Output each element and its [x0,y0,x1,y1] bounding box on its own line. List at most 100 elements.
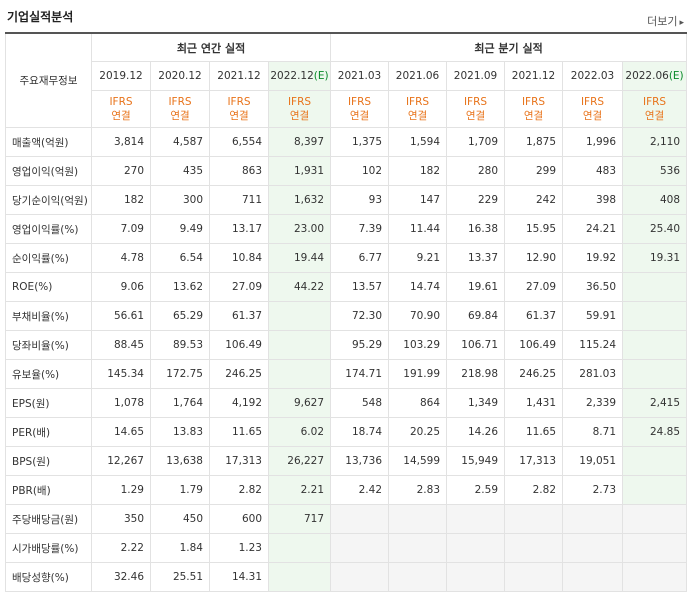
table-cell: 1.84 [150,533,210,563]
row-label: BPS(원) [5,446,92,476]
table-cell [562,533,624,563]
ifrs-label: IFRS [521,96,546,108]
more-link[interactable]: 더보기 ▸ [647,13,684,29]
section-title: 기업실적분석 [7,10,74,24]
table-cell [622,504,688,534]
table-cell: 2.83 [388,475,448,505]
table-cell: 6.77 [330,243,390,273]
ifrs-header: IFRS 연결 [622,90,688,128]
table-cell [388,504,448,534]
table-cell: 106.71 [446,330,506,360]
period-header: 2021.03 [330,61,390,91]
estimate-mark: (E) [668,70,684,82]
table-cell: 25.40 [622,214,688,244]
table-row: PBR(배) 1.29 1.79 2.82 2.21 2.42 2.83 2.59 2.82 2.… [5,475,688,505]
table-cell: 548 [330,388,390,418]
more-label: 더보기 [647,15,678,28]
table-cell: 70.90 [388,301,448,331]
table-cell: 435 [150,156,210,186]
consolidated-label: 연결 [349,110,370,122]
table-cell: 19.44 [267,243,332,273]
table-cell [622,359,688,389]
consolidated-label: 연결 [111,110,131,122]
table-cell: 14,599 [388,446,448,476]
table-cell: 44.22 [267,272,332,302]
period-label: 2022.03 [570,70,615,82]
table-cell: 25.51 [150,562,210,592]
table-cell: 26,227 [267,446,332,476]
table-cell: 299 [504,156,564,186]
period-label: 2021.03 [337,70,382,82]
table-cell: 8,397 [267,127,332,157]
table-cell: 19.61 [446,272,506,302]
table-cell: 218.98 [446,359,506,389]
table-cell: 6.54 [150,243,210,273]
table-cell: 1,632 [267,185,332,215]
row-label: ROE(%) [5,272,92,302]
row-label: 부채비율(%) [5,301,92,331]
table-row: 당좌비율(%) 88.45 89.53 106.49 95.29 103.29 106.71… [5,330,688,360]
ifrs-header: IFRS 연결 [446,90,506,128]
table-cell: 17,313 [504,446,564,476]
table-cell [562,504,624,534]
table-cell: 350 [91,504,151,534]
period-label: 2020.12 [158,70,202,82]
ifrs-header: IFRS 연결 [91,90,151,128]
table-cell: 115.24 [562,330,624,360]
table-cell: 1.23 [209,533,269,563]
table-cell: 7.39 [330,214,390,244]
table-cell: 106.49 [209,330,269,360]
table-cell: 95.29 [330,330,390,360]
table-cell: 711 [209,185,269,215]
table-cell: 172.75 [150,359,210,389]
table-cell: 4.78 [91,243,151,273]
table-cell: 12,267 [91,446,151,476]
table-cell [267,330,332,360]
table-row: 당기순이익(억원) 182 300 711 1,632 93 147 229 242 398 408 [5,185,688,215]
table-cell [330,533,390,563]
table-cell: 145.34 [91,359,151,389]
table-cell: 3,814 [91,127,151,157]
table-cell: 536 [622,156,688,186]
table-row: ROE(%) 9.06 13.62 27.09 44.22 13.57 14.74 19.61… [5,272,688,302]
row-label: PER(배) [5,417,92,447]
table-cell: 106.49 [504,330,564,360]
table-cell: 1,349 [446,388,506,418]
table-cell: 2,339 [562,388,624,418]
ifrs-header: IFRS 연결 [388,90,448,128]
ifrs-header: IFRS 연결 [562,90,624,128]
table-cell: 4,192 [209,388,269,418]
table-cell [622,533,688,563]
table-cell: 69.84 [446,301,506,331]
table-cell: 72.30 [330,301,390,331]
table-cell: 242 [504,185,564,215]
period-label: 2021.12 [511,70,556,82]
table-cell: 281.03 [562,359,624,389]
period-label: 2022.06 [625,70,669,82]
table-cell: 2.73 [562,475,624,505]
table-cell: 2.22 [91,533,151,563]
ifrs-label: IFRS [347,96,372,108]
table-cell: 15,949 [446,446,506,476]
table-cell: 1,594 [388,127,448,157]
table-cell: 174.71 [330,359,390,389]
table-cell: 717 [267,504,332,534]
table-cell: 13,736 [330,446,390,476]
table-cell [446,562,506,592]
table-cell [504,562,564,592]
period-header: 2020.12 [150,61,210,91]
table-cell: 6.02 [267,417,332,447]
table-cell: 11.65 [504,417,564,447]
ifrs-label: IFRS [109,96,133,108]
table-cell: 61.37 [209,301,269,331]
table-cell: 32.46 [91,562,151,592]
table-cell: 2.82 [504,475,564,505]
table-cell [622,475,688,505]
table-cell: 11.44 [388,214,448,244]
table-cell: 10.84 [209,243,269,273]
table-cell [622,330,688,360]
table-cell: 9.21 [388,243,448,273]
table-cell: 280 [446,156,506,186]
period-header: 2022.06(E) [622,61,688,91]
period-header: 2021.09 [446,61,506,91]
